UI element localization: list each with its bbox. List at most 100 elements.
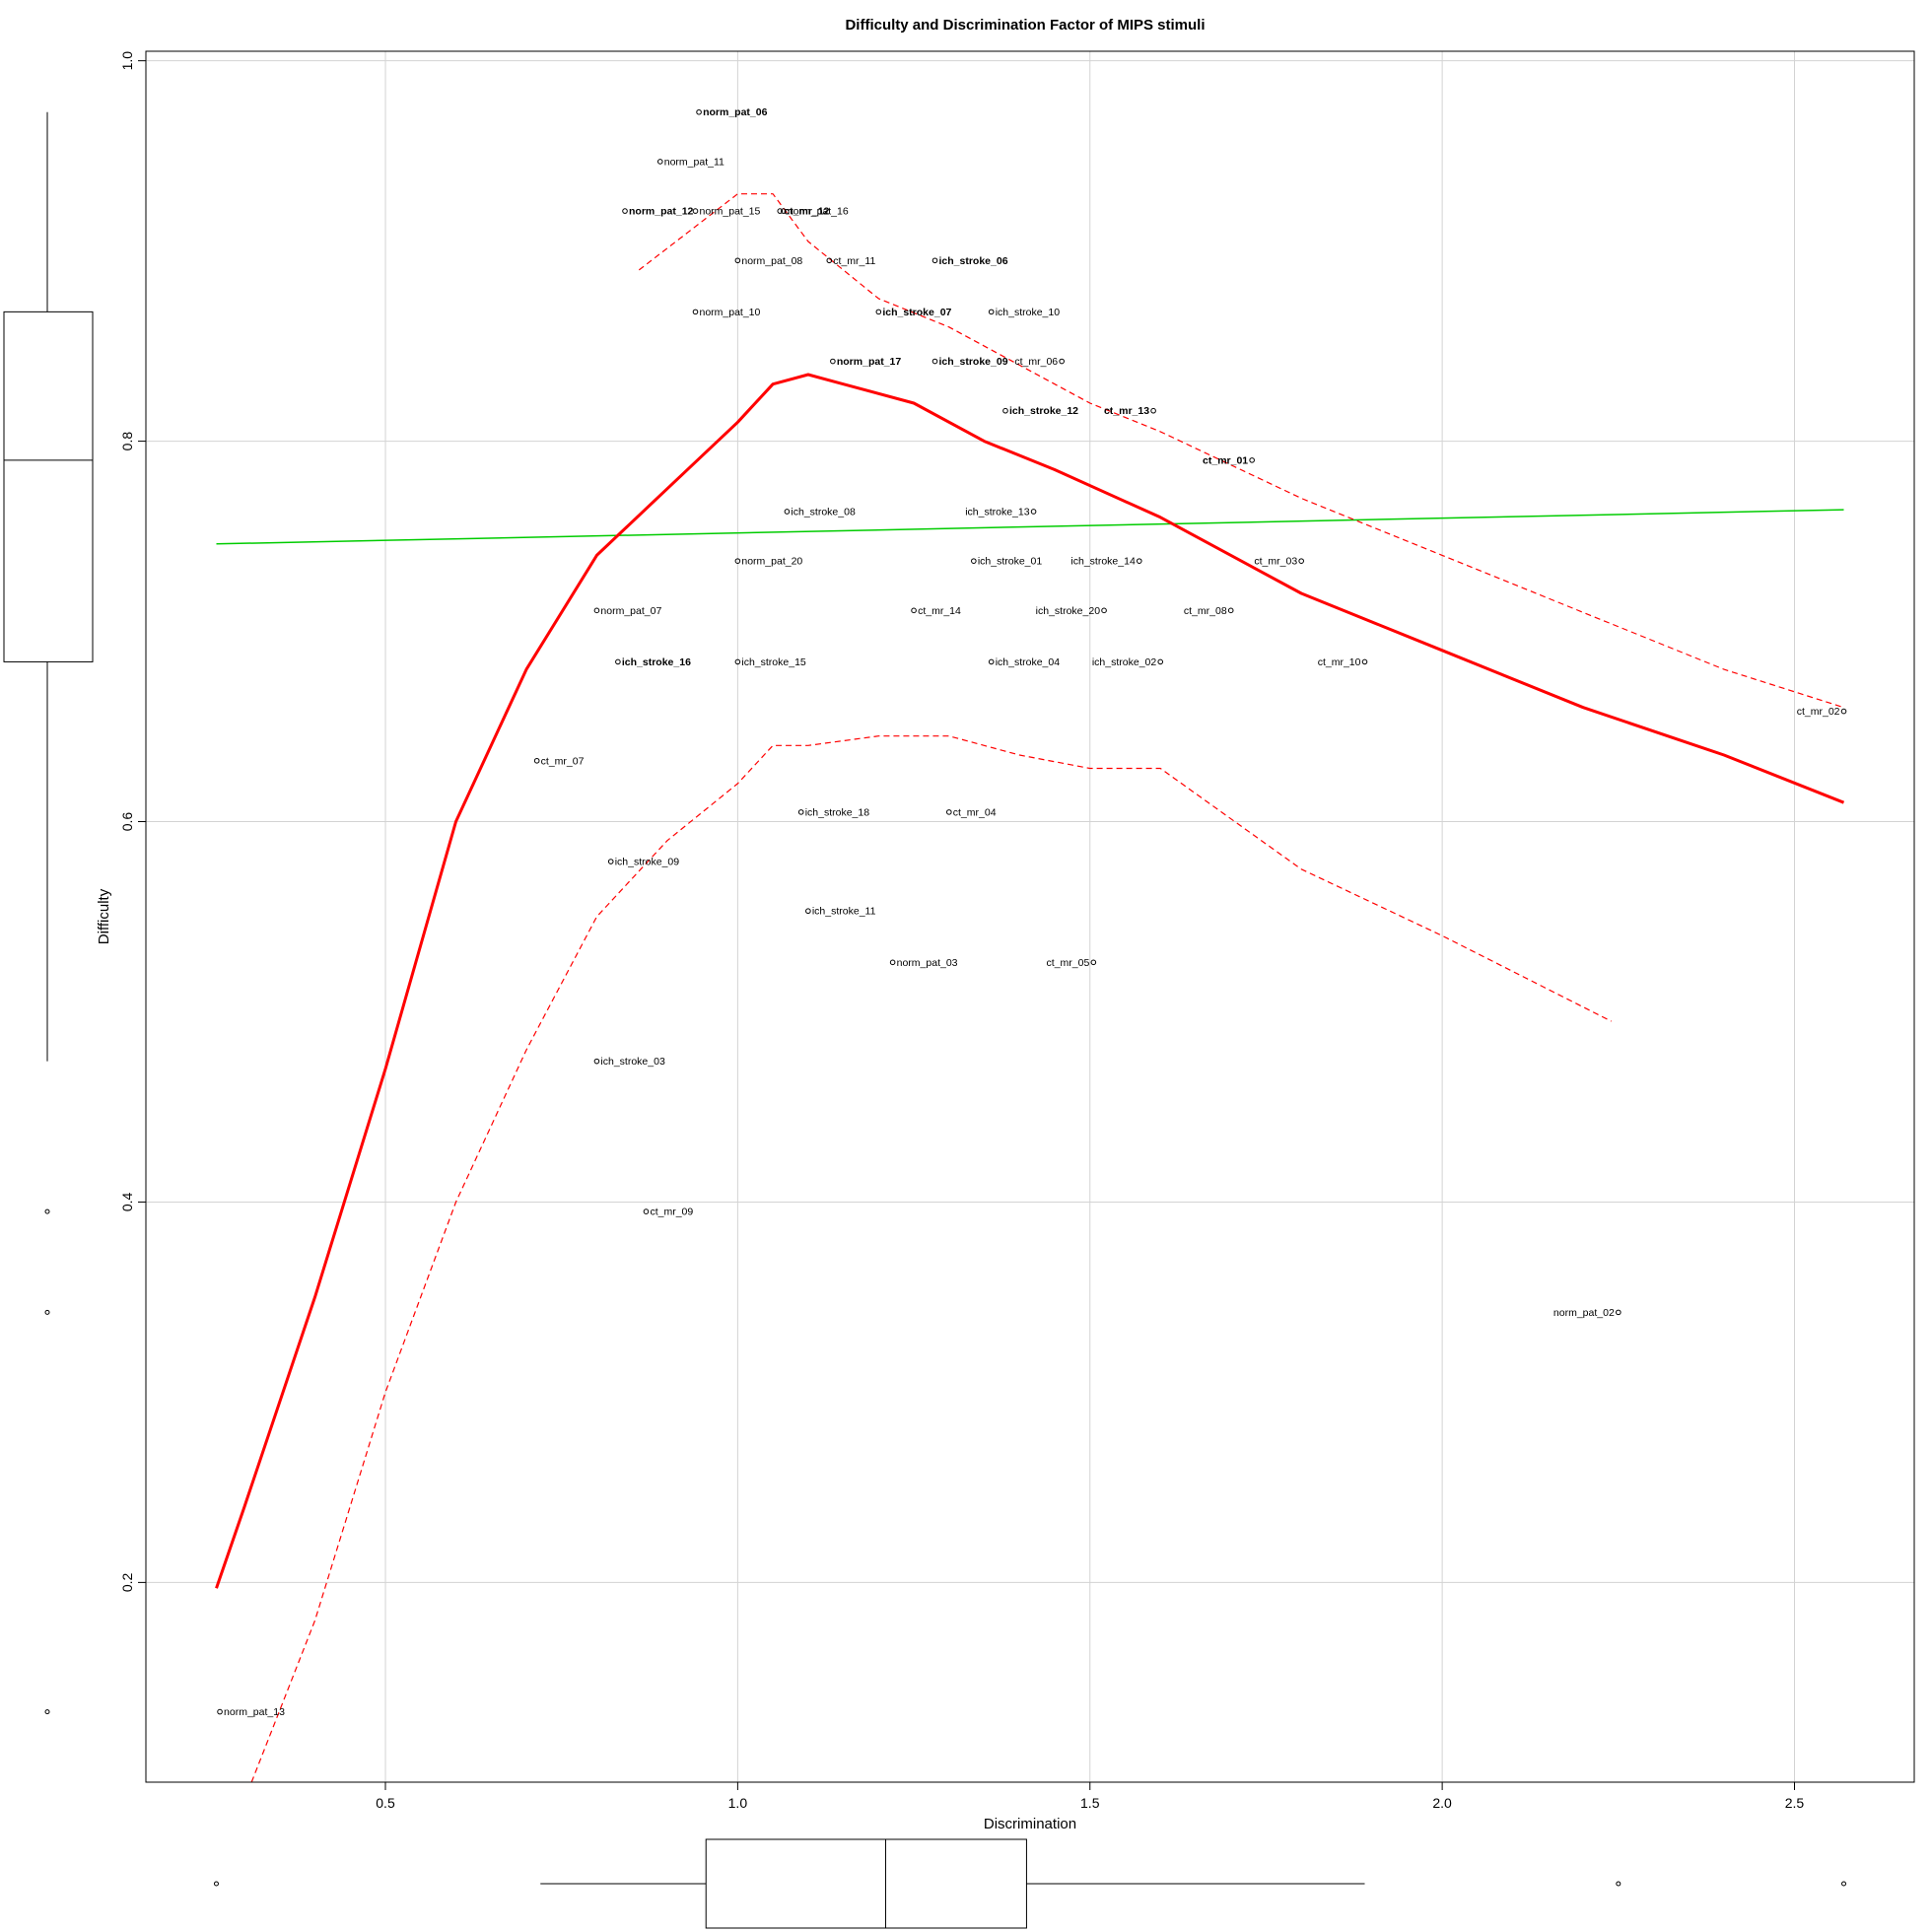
chart-title: Difficulty and Discrimination Factor of …: [845, 17, 1205, 34]
point-label: ct_mr_06: [1014, 356, 1058, 368]
plot-frame: [145, 50, 1915, 1783]
boxplot-x-box: [705, 1838, 1027, 1929]
point-label: ct_mr_01: [1203, 454, 1248, 466]
point-label: norm_pat_17: [837, 356, 902, 368]
data-point: [217, 1708, 223, 1715]
x-tick-label: 2.0: [1432, 1795, 1452, 1811]
data-point: [533, 757, 540, 764]
point-label: ich_stroke_14: [1070, 556, 1136, 568]
x-tick-label: 2.5: [1785, 1795, 1805, 1811]
data-point: [784, 509, 791, 515]
data-point: [781, 208, 787, 214]
point-label: ich_stroke_04: [996, 656, 1061, 668]
data-point: [1101, 607, 1107, 614]
point-label: norm_pat_07: [600, 605, 661, 617]
point-label: norm_pat_13: [224, 1706, 285, 1718]
point-label: ct_mr_11: [833, 255, 875, 267]
point-label: ct_mr_07: [541, 755, 585, 767]
lowess-upper-band: [638, 193, 1844, 709]
point-label: ct_mr_05: [1047, 957, 1090, 969]
point-label: norm_pat_16: [788, 206, 849, 218]
data-point: [615, 658, 621, 665]
data-point: [1157, 658, 1164, 665]
y-tick-label: 0.6: [119, 812, 135, 832]
point-label: ich_stroke_02: [1092, 656, 1157, 668]
data-point: [593, 607, 600, 614]
point-label: ich_stroke_09: [615, 857, 680, 868]
data-point: [1059, 358, 1065, 365]
data-point: [656, 159, 663, 165]
point-label: norm_pat_10: [699, 307, 760, 318]
data-point: [643, 1208, 650, 1214]
axes: 0.5 1.0 1.5 2.0 2.5 0.2 0.4 0.6 0.8 1.0: [119, 51, 1804, 1811]
boxplot-y-box: [3, 310, 94, 662]
point-label: ich_stroke_15: [741, 656, 806, 668]
point-label: ct_mr_09: [650, 1207, 693, 1218]
data-point: [777, 208, 784, 214]
point-label: norm_pat_02: [1553, 1307, 1615, 1319]
data-point: [971, 558, 977, 564]
point-label: ct_mr_12: [784, 206, 829, 218]
data-point: [734, 558, 741, 564]
point-label: ich_stroke_01: [978, 556, 1043, 568]
data-point: [889, 959, 896, 966]
data-point: [1002, 407, 1008, 414]
x-tick-label: 1.0: [728, 1795, 748, 1811]
data-point: [734, 257, 741, 264]
boxplot-x-outlier: [213, 1881, 219, 1887]
data-point: [875, 309, 882, 315]
data-point: [830, 358, 836, 365]
data-point: [1298, 558, 1304, 564]
x-tick-label: 0.5: [376, 1795, 395, 1811]
data-point: [692, 208, 699, 214]
data-point: [1616, 1309, 1622, 1316]
lowess-line: [215, 373, 1845, 1589]
lowess-lower-band: [250, 735, 1612, 1783]
data-point: [1249, 457, 1255, 463]
data-point: [797, 809, 804, 815]
data-point: [622, 208, 628, 214]
boxplot-x: [213, 1838, 1847, 1929]
point-label: ich_stroke_16: [622, 656, 691, 668]
point-label: norm_pat_03: [897, 957, 958, 969]
x-axis-label: Discrimination: [984, 1816, 1076, 1832]
data-point: [932, 358, 938, 365]
point-label: ct_mr_08: [1184, 605, 1227, 617]
boxplot-x-outlier: [1841, 1881, 1847, 1887]
point-label: ct_mr_03: [1254, 556, 1297, 568]
data-point: [1150, 407, 1156, 414]
point-label: ich_stroke_20: [1036, 605, 1101, 617]
boxplot-y: [3, 111, 94, 1715]
boxplot-y-outlier: [44, 1709, 50, 1715]
data-point: [607, 859, 614, 864]
data-point: [988, 658, 995, 665]
point-label: ich_stroke_03: [600, 1056, 665, 1068]
trend-lines: [215, 193, 1845, 1783]
data-point: [1361, 658, 1368, 665]
data-point: [826, 257, 833, 264]
data-point: [1136, 558, 1142, 564]
data-point: [734, 658, 741, 665]
point-label: ich_stroke_18: [805, 806, 870, 818]
point-label: norm_pat_08: [741, 255, 802, 267]
point-label: ich_stroke_06: [939, 255, 1008, 267]
boxplot-x-outlier: [1616, 1881, 1622, 1887]
point-label: ich_stroke_09: [939, 356, 1008, 368]
data-point: [988, 309, 995, 315]
point-label: ct_mr_14: [918, 605, 961, 617]
data-point: [946, 809, 952, 815]
point-label: ich_stroke_08: [791, 506, 856, 518]
data-points: norm_pat_06 norm_pat_11 norm_pat_12 norm_pa…: [217, 106, 1847, 1718]
point-label: norm_pat_11: [664, 156, 724, 168]
data-point: [932, 257, 938, 264]
point-label: norm_pat_15: [699, 206, 760, 218]
grid-lines: [146, 51, 1914, 1782]
y-tick-label: 0.8: [119, 432, 135, 451]
point-label: ct_mr_02: [1797, 706, 1840, 718]
y-tick-label: 0.4: [119, 1193, 135, 1212]
point-label: ct_mr_04: [953, 806, 997, 818]
data-point: [692, 309, 699, 315]
regression-line: [216, 509, 1844, 545]
point-label: ich_stroke_12: [1009, 405, 1078, 417]
